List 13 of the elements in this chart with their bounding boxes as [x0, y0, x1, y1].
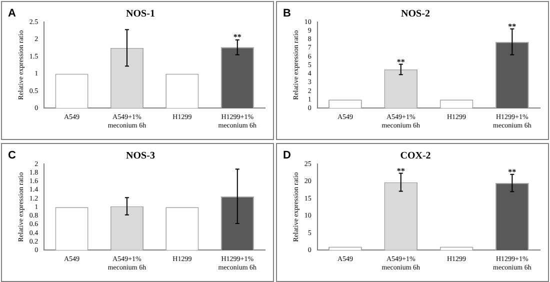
annotation: ** — [508, 22, 516, 32]
chart-title: NOS-2 — [401, 8, 430, 20]
annotation: ** — [396, 166, 405, 176]
text: A — [8, 8, 16, 20]
chart-title: NOS-3 — [126, 150, 155, 162]
text: B — [283, 8, 291, 20]
chart-title: NOS-1 — [126, 8, 155, 20]
chart-title: COX-2 — [400, 150, 431, 162]
annotation: ** — [396, 58, 405, 67]
text: D — [283, 150, 291, 162]
annotation: ** — [233, 32, 242, 42]
text: C — [8, 150, 16, 162]
annotation: ** — [508, 168, 516, 177]
